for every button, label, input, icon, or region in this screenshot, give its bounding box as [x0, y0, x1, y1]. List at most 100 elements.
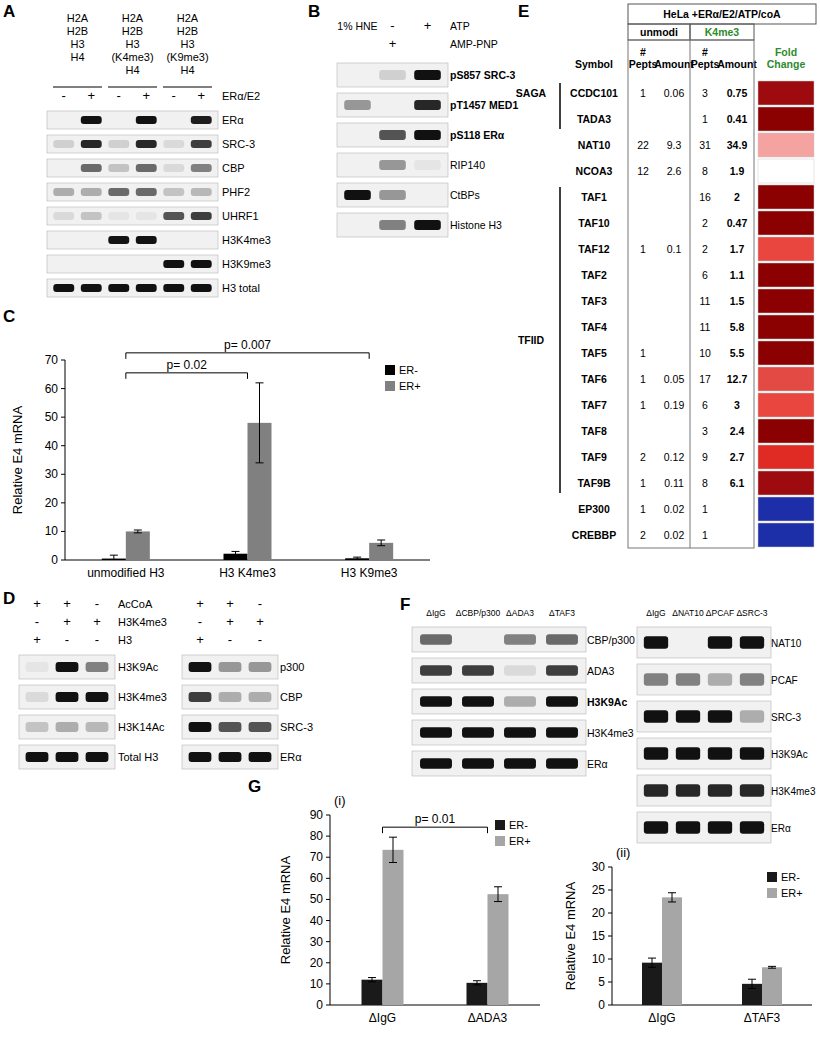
text-line: H3	[180, 38, 194, 50]
y-tick	[61, 474, 65, 475]
y-tick-label: 0	[598, 998, 605, 1012]
row-label: pT1457 MED1	[450, 99, 518, 111]
bar	[126, 531, 150, 560]
treatment-sign: +	[389, 36, 397, 51]
band	[504, 727, 536, 738]
band	[546, 634, 578, 645]
legend: ER-ER+	[385, 364, 421, 392]
row-label: Total H3	[118, 751, 158, 763]
band	[676, 710, 700, 723]
error-bar	[232, 551, 240, 556]
band	[191, 236, 212, 244]
band	[86, 722, 109, 732]
error-bar	[377, 540, 385, 546]
text-line: H2B	[177, 25, 198, 37]
lane-label: ΔIgG	[426, 608, 445, 618]
treatment-sign: +	[93, 614, 101, 629]
blot-strip	[182, 745, 278, 769]
text-line: Pepts	[691, 58, 720, 70]
error-bar	[368, 978, 376, 982]
figure: ABCDEFG010203040506070Relative E4 mRNAun…	[0, 0, 820, 1050]
band	[163, 188, 184, 196]
row-label: PCAF	[771, 675, 798, 686]
column-group: unmodi	[640, 26, 678, 38]
cell: 2	[640, 451, 646, 463]
group-label: H2AH2BH3(K4me3)H4	[111, 12, 153, 76]
lane-label: ΔTAF3	[549, 608, 575, 618]
blot-strip	[47, 111, 218, 129]
y-tick-label: 0	[51, 553, 58, 567]
error-cap	[353, 557, 361, 558]
fold-change-cell	[758, 471, 814, 495]
legend-label: ER+	[781, 887, 803, 899]
band	[708, 710, 732, 723]
band	[708, 636, 732, 649]
band	[504, 665, 536, 676]
band	[81, 236, 102, 244]
band	[108, 140, 129, 148]
symbol: TAF12	[578, 243, 609, 255]
text-line: Symbol	[575, 58, 613, 70]
row-label: H3K4me3	[222, 234, 271, 246]
error-cap	[377, 540, 385, 541]
cell: 8	[702, 477, 708, 489]
symbol: TADA3	[577, 113, 611, 125]
blot-strip	[182, 655, 278, 679]
cell: 2	[640, 529, 646, 541]
band	[53, 188, 74, 196]
band	[136, 188, 157, 196]
blot-strip	[19, 685, 115, 709]
cell: 0.19	[664, 399, 685, 411]
row-label: pS118 ERα	[450, 129, 505, 141]
divider	[690, 40, 691, 548]
lane-label: ΔPCAF	[706, 608, 734, 618]
y-tick	[61, 531, 65, 532]
band	[26, 752, 49, 762]
band	[53, 116, 74, 124]
band	[191, 188, 212, 196]
error-bar	[353, 557, 361, 559]
band	[344, 70, 371, 80]
symbol: CCDC101	[570, 87, 618, 99]
band	[708, 821, 732, 834]
fold-change-cell	[758, 497, 814, 521]
error-bar	[668, 893, 676, 902]
symbol: TAF1	[581, 191, 607, 203]
y-tick	[326, 962, 330, 963]
panel-letter: F	[400, 595, 410, 614]
cell: 5.8	[730, 321, 745, 333]
band	[644, 710, 668, 723]
bar	[488, 894, 509, 1005]
band	[53, 140, 74, 148]
data-box	[628, 40, 754, 548]
cell: 0.02	[664, 503, 685, 515]
row-label: H3K4me3	[118, 691, 167, 703]
error-line	[113, 555, 114, 560]
band	[189, 722, 212, 732]
row-label: H3K9me3	[222, 258, 271, 270]
band	[740, 784, 764, 797]
y-tick	[608, 936, 612, 937]
band	[379, 100, 406, 110]
cell: 11	[700, 295, 711, 307]
y-tick-label: 30	[592, 860, 606, 874]
cell: 3	[702, 87, 708, 99]
symbol: TAF10	[578, 217, 609, 229]
row-label: H3K14Ac	[118, 721, 165, 733]
band	[504, 696, 536, 707]
panel-letter: C	[3, 307, 15, 326]
cell: 12.7	[727, 373, 748, 385]
text-line: H4	[180, 64, 194, 76]
y-tick-label: 10	[45, 524, 59, 538]
treatment-sign: +	[33, 632, 41, 647]
error-cap	[110, 555, 118, 556]
section-bracket	[559, 83, 561, 129]
band	[414, 220, 441, 230]
cell: 1	[702, 503, 708, 515]
band	[108, 116, 129, 124]
error-cap	[368, 981, 376, 982]
treatment-sign: -	[172, 88, 176, 103]
section-label: TFIID	[518, 334, 545, 346]
treatment-sign: -	[198, 614, 202, 629]
error-cap	[377, 545, 385, 546]
